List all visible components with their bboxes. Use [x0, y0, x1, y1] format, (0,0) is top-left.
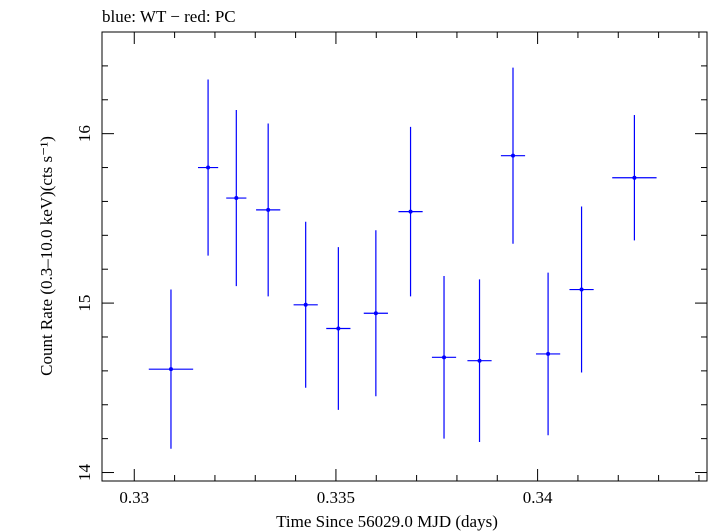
data-point: [363, 230, 388, 397]
data-point: [569, 206, 594, 373]
y-tick-label: 16: [75, 125, 94, 142]
data-point: [467, 279, 492, 443]
data-point: [326, 247, 351, 410]
point-marker: [168, 367, 173, 372]
data-point: [148, 289, 194, 449]
point-marker: [234, 196, 239, 201]
point-marker: [579, 287, 584, 292]
point-marker: [373, 311, 378, 316]
point-marker: [336, 326, 341, 331]
data-point: [612, 115, 657, 241]
y-tick-label: 14: [75, 464, 94, 482]
data-points: [148, 67, 657, 449]
point-marker: [442, 355, 447, 360]
point-marker: [510, 153, 515, 158]
point-marker: [632, 175, 637, 180]
data-point: [500, 67, 526, 244]
chart-title: blue: WT − red: PC: [102, 7, 236, 26]
x-axis: 0.33 0.335 0.34: [119, 32, 700, 507]
point-marker: [546, 351, 551, 356]
point-marker: [266, 207, 271, 212]
data-point: [256, 123, 281, 297]
x-axis-label: Time Since 56029.0 MJD (days): [276, 512, 498, 531]
point-marker: [206, 165, 211, 170]
plot-frame: [101, 31, 708, 482]
data-point: [535, 272, 561, 436]
x-tick-label: 0.33: [119, 488, 149, 507]
point-marker: [477, 358, 482, 363]
data-point: [398, 126, 423, 297]
data-point: [431, 275, 457, 439]
point-marker: [303, 302, 308, 307]
y-tick-label: 15: [75, 295, 94, 312]
data-point: [293, 221, 318, 388]
x-tick-label: 0.34: [523, 488, 553, 507]
point-marker: [408, 209, 413, 214]
data-point: [197, 79, 219, 256]
y-axis-label: Count Rate (0.3–10.0 keV)(cts s⁻¹): [37, 136, 56, 376]
x-tick-label: 0.335: [317, 488, 355, 507]
data-point: [226, 109, 247, 287]
y-axis: 14 15 16: [75, 31, 707, 482]
